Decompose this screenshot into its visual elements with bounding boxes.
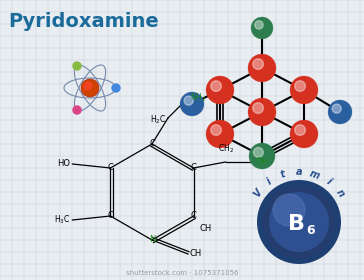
Text: OH: OH bbox=[256, 157, 269, 167]
Circle shape bbox=[211, 125, 221, 136]
Text: B: B bbox=[288, 214, 305, 234]
Circle shape bbox=[332, 104, 341, 113]
Circle shape bbox=[253, 59, 264, 69]
Circle shape bbox=[253, 103, 264, 113]
Circle shape bbox=[249, 143, 275, 169]
Circle shape bbox=[248, 98, 276, 126]
Text: C: C bbox=[107, 211, 113, 221]
Text: C: C bbox=[191, 211, 197, 221]
Text: n: n bbox=[334, 188, 346, 199]
Circle shape bbox=[273, 194, 305, 226]
Text: HO: HO bbox=[58, 160, 70, 169]
Circle shape bbox=[248, 54, 276, 82]
Text: 6: 6 bbox=[307, 223, 315, 237]
Circle shape bbox=[263, 186, 335, 258]
Circle shape bbox=[328, 100, 352, 124]
Text: CH: CH bbox=[199, 224, 212, 233]
Text: C: C bbox=[107, 164, 113, 172]
Circle shape bbox=[184, 96, 193, 105]
Circle shape bbox=[211, 81, 221, 91]
Circle shape bbox=[255, 21, 263, 29]
Circle shape bbox=[112, 84, 120, 92]
Circle shape bbox=[269, 192, 329, 252]
Text: CH: CH bbox=[190, 249, 202, 258]
Text: t: t bbox=[280, 169, 287, 180]
Text: C: C bbox=[191, 164, 197, 172]
Circle shape bbox=[206, 120, 234, 148]
Circle shape bbox=[206, 76, 234, 104]
Text: CH$_2$: CH$_2$ bbox=[218, 143, 234, 155]
Text: H$_2$C: H$_2$C bbox=[150, 114, 166, 126]
Circle shape bbox=[295, 81, 305, 91]
Circle shape bbox=[73, 106, 81, 114]
Circle shape bbox=[81, 79, 99, 97]
Text: m: m bbox=[308, 168, 321, 181]
Text: a: a bbox=[296, 167, 302, 177]
Circle shape bbox=[73, 62, 81, 70]
Circle shape bbox=[180, 92, 204, 116]
Text: C: C bbox=[149, 139, 155, 148]
Circle shape bbox=[253, 148, 263, 157]
Text: i: i bbox=[325, 177, 333, 187]
Text: V: V bbox=[252, 187, 264, 199]
Text: H$_3$C: H$_3$C bbox=[54, 214, 70, 226]
Text: i: i bbox=[265, 177, 273, 187]
Text: Pyridoxamine: Pyridoxamine bbox=[8, 12, 159, 31]
Circle shape bbox=[251, 17, 273, 39]
Text: N: N bbox=[149, 235, 155, 244]
Text: NH$_2$: NH$_2$ bbox=[190, 92, 206, 104]
Circle shape bbox=[290, 120, 318, 148]
Circle shape bbox=[257, 180, 341, 264]
Text: shutterstock.com · 1075371056: shutterstock.com · 1075371056 bbox=[126, 270, 238, 276]
Circle shape bbox=[84, 82, 92, 90]
Circle shape bbox=[295, 125, 305, 136]
Circle shape bbox=[290, 76, 318, 104]
